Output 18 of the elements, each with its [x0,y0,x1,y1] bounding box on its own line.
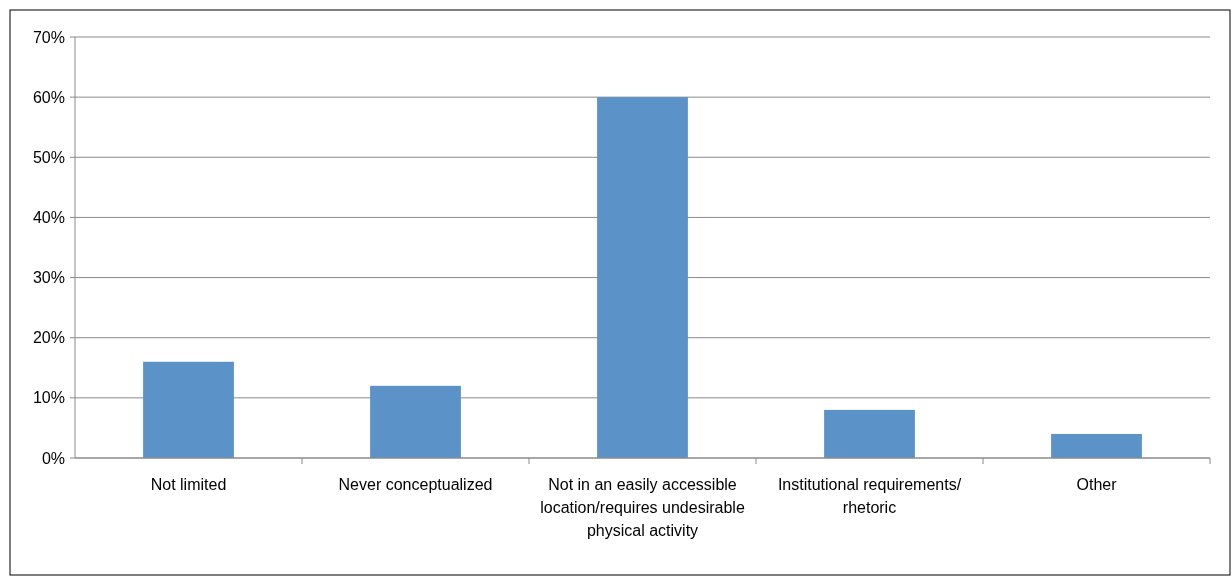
bar [143,361,234,458]
bar [824,409,915,458]
y-tick-label: 60% [32,88,65,106]
x-tick-label: Not in an easily accessible location/requires undesirable physical activity [540,476,745,539]
y-tick-label: 0% [41,449,65,467]
bar [370,385,461,458]
x-tick-label: Other [1076,476,1118,493]
y-tick-label: 30% [32,269,65,287]
x-tick-label: Never conceptualized [338,476,493,493]
y-tick-label: 10% [32,389,65,407]
y-tick-label: 50% [32,148,65,166]
x-tick-label: Not limited [150,476,227,493]
bar [1051,433,1142,458]
bar [597,97,688,458]
y-tick-label: 70% [32,28,65,46]
x-tick-label: Institutional requirements/ rhetoric [777,476,962,516]
y-tick-label: 40% [32,209,65,227]
y-tick-label: 20% [32,329,65,347]
